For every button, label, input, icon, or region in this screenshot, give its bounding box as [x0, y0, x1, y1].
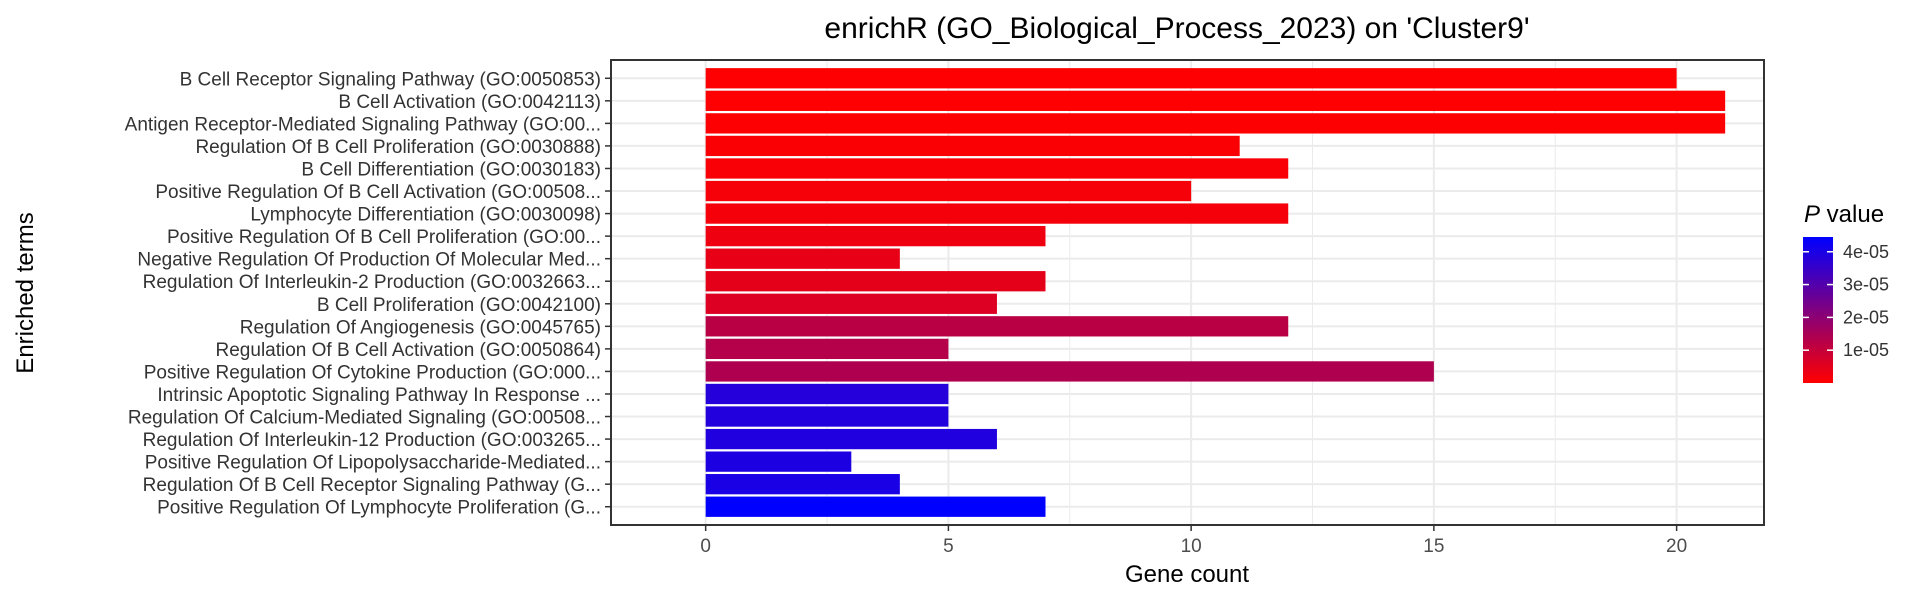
bar: [705, 90, 1726, 111]
bar: [705, 271, 1046, 292]
bar: [705, 180, 1192, 202]
bar: [705, 316, 1289, 337]
x-tick-label: 20: [1666, 536, 1687, 557]
legend-tick-label: 4e-05: [1843, 242, 1889, 262]
bar: [705, 338, 949, 360]
bars: [705, 68, 1726, 517]
bar: [705, 158, 1289, 179]
y-tick-label: Regulation Of Interleukin-12 Production …: [143, 430, 601, 451]
x-tick-label: 5: [943, 536, 954, 557]
legend-tick-label: 3e-05: [1843, 275, 1889, 295]
y-tick-label: Lymphocyte Differentiation (GO:0030098): [250, 205, 601, 226]
bar: [705, 113, 1726, 134]
bar: [705, 293, 997, 314]
y-tick-labels: B Cell Receptor Signaling Pathway (GO:00…: [125, 69, 611, 519]
x-tick-label: 15: [1423, 536, 1444, 557]
y-tick-label: Regulation Of Angiogenesis (GO:0045765): [240, 317, 601, 338]
bar: [705, 203, 1289, 224]
legend-tick-label: 2e-05: [1843, 307, 1889, 327]
bar: [705, 135, 1240, 157]
bar: [705, 383, 949, 405]
x-tick-labels: 0 5 10 15 20: [700, 525, 1687, 557]
y-tick-label: Positive Regulation Of Lymphocyte Prolif…: [157, 498, 601, 519]
y-tick-label: Positive Regulation Of Lipopolysaccharid…: [145, 453, 601, 474]
x-tick-label: 10: [1181, 536, 1202, 557]
y-tick-label: B Cell Differentiation (GO:0030183): [301, 159, 601, 180]
y-tick-label: Regulation Of Calcium-Mediated Signaling…: [128, 408, 601, 429]
y-tick-label: Positive Regulation Of B Cell Activation…: [155, 182, 601, 203]
bar: [705, 225, 1046, 247]
y-tick-label: Regulation Of B Cell Proliferation (GO:0…: [195, 137, 601, 158]
y-tick-label: Regulation Of B Cell Activation (GO:0050…: [216, 340, 601, 361]
bar: [705, 496, 1046, 517]
legend-title: P value: [1804, 201, 1884, 228]
bar: [705, 451, 852, 472]
y-tick-label: Regulation Of Interleukin-2 Production (…: [143, 272, 601, 293]
legend-title-italic: P: [1804, 201, 1820, 228]
color-legend: P value 1e-05 2e-05 3e-05 4e-05: [1803, 201, 1889, 383]
y-axis-title: Enriched terms: [12, 212, 39, 373]
bar: [705, 248, 900, 269]
legend-tick-label: 1e-05: [1843, 340, 1889, 360]
y-tick-label: B Cell Receptor Signaling Pathway (GO:00…: [180, 69, 601, 90]
y-tick-label: Antigen Receptor-Mediated Signaling Path…: [125, 114, 601, 135]
bar: [705, 68, 1677, 89]
legend-color-bar: [1803, 237, 1833, 383]
x-axis-title: Gene count: [1125, 561, 1249, 588]
plot-panel-border: [610, 59, 1765, 526]
bar: [705, 406, 949, 427]
chart-title: enrichR (GO_Biological_Process_2023) on …: [824, 12, 1529, 45]
bar: [705, 474, 900, 495]
x-tick-label: 0: [700, 536, 711, 557]
y-tick-label: Positive Regulation Of Cytokine Producti…: [144, 362, 601, 383]
legend-title-rest: value: [1820, 201, 1884, 228]
y-tick-label: Positive Regulation Of B Cell Proliferat…: [167, 227, 601, 248]
bar: [705, 361, 1434, 382]
y-tick-label: B Cell Activation (GO:0042113): [338, 92, 601, 113]
bar: [705, 428, 997, 450]
y-tick-label: B Cell Proliferation (GO:0042100): [317, 295, 601, 316]
y-tick-label: Negative Regulation Of Production Of Mol…: [137, 250, 601, 271]
y-tick-label: Intrinsic Apoptotic Signaling Pathway In…: [157, 385, 601, 406]
y-tick-label: Regulation Of B Cell Receptor Signaling …: [143, 475, 601, 496]
